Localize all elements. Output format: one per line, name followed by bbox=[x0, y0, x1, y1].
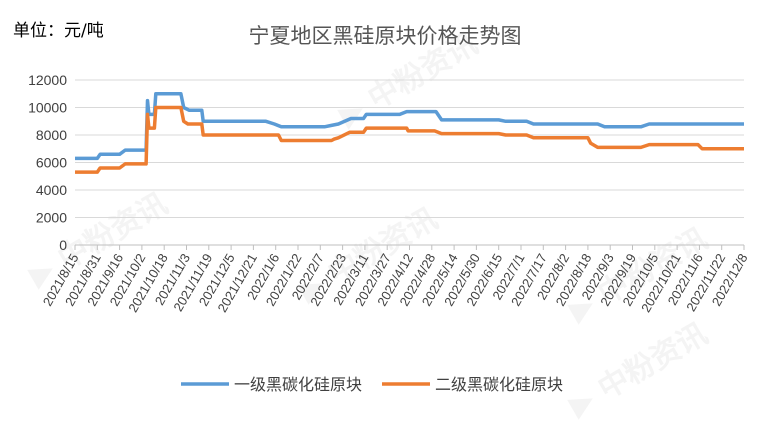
unit-label: 单位：元/吨 bbox=[13, 21, 104, 41]
y-tick-label: 12000 bbox=[28, 72, 67, 88]
chart-title: 宁夏地区黑硅原块价格走势图 bbox=[248, 24, 522, 48]
y-tick-label: 6000 bbox=[36, 155, 67, 171]
legend-label-2: 二级黑碳化硅原块 bbox=[435, 375, 563, 394]
series-line-2 bbox=[75, 105, 744, 174]
y-axis-ticks: 0 2000 4000 6000 8000 10000 12000 bbox=[28, 72, 67, 253]
y-tick-label: 10000 bbox=[28, 100, 67, 116]
y-tick-label: 4000 bbox=[36, 182, 67, 198]
grid-lines bbox=[75, 79, 744, 246]
y-tick-label: 2000 bbox=[36, 210, 67, 226]
y-tick-label: 0 bbox=[59, 237, 67, 253]
series-line-1 bbox=[75, 92, 744, 161]
y-tick-label: 8000 bbox=[36, 127, 67, 143]
legend: 一级黑碳化硅原块 二级黑碳化硅原块 bbox=[181, 375, 563, 394]
series-lines bbox=[75, 92, 744, 174]
x-axis-ticks: 2021/8/152021/8/312021/9/162021/10/22021… bbox=[40, 245, 751, 315]
legend-label-1: 一级黑碳化硅原块 bbox=[234, 375, 362, 394]
